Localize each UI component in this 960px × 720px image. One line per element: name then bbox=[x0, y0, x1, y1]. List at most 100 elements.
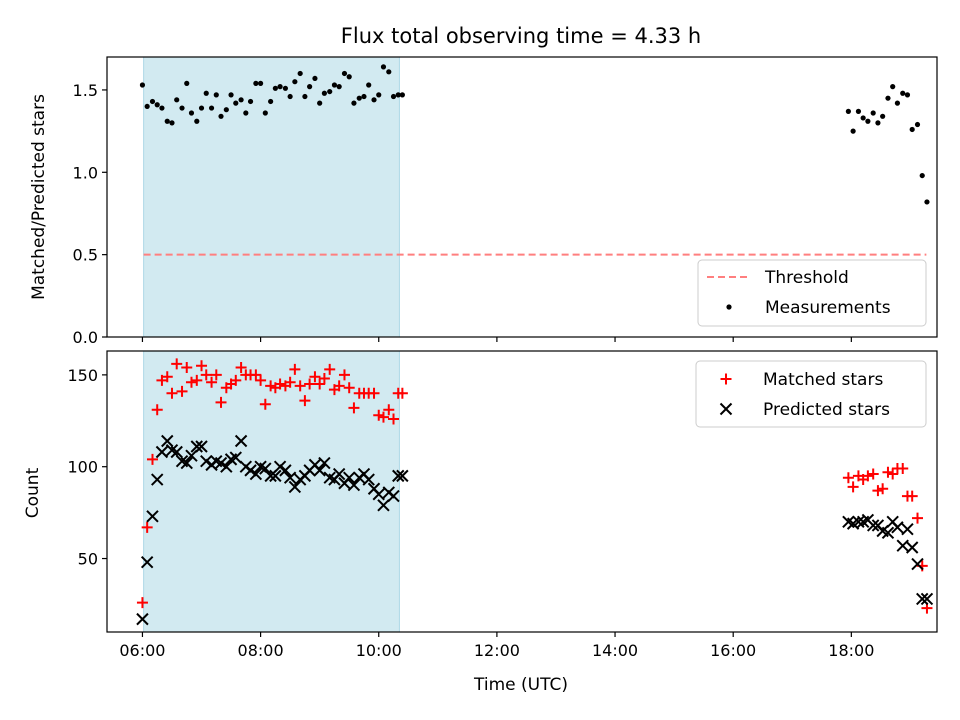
matched-star-point bbox=[912, 512, 924, 524]
predicted-star-point bbox=[896, 539, 909, 552]
predicted-star-point bbox=[200, 454, 213, 468]
legend-predicted-swatch bbox=[719, 402, 733, 416]
top-y-axis-label: Matched/Predicted stars bbox=[29, 94, 49, 300]
measurement-point bbox=[307, 84, 313, 90]
predicted-star-point bbox=[347, 478, 361, 492]
measurement-point bbox=[257, 80, 264, 86]
legend-threshold-label: Threshold bbox=[764, 268, 849, 288]
measurement-point bbox=[262, 110, 268, 116]
predicted-star-point bbox=[332, 467, 346, 481]
y-tick-label: 0.0 bbox=[73, 328, 98, 347]
matched-star-point bbox=[146, 453, 158, 465]
measurement-point bbox=[194, 118, 200, 124]
predicted-star-point bbox=[244, 464, 257, 477]
x-tick-label: 10:00 bbox=[356, 641, 402, 660]
y-tick-label: 50 bbox=[78, 550, 98, 569]
measurement-point bbox=[218, 113, 224, 119]
matched-star-point bbox=[897, 463, 909, 475]
measurement-point bbox=[376, 92, 382, 98]
matched-star-point bbox=[877, 483, 889, 495]
predicted-star-point bbox=[259, 462, 272, 475]
matched-star-point bbox=[377, 411, 389, 423]
measurement-point bbox=[855, 108, 862, 114]
matched-star-point bbox=[200, 369, 212, 381]
matched-star-point bbox=[872, 485, 884, 497]
legend-box bbox=[697, 259, 927, 327]
measurement-point bbox=[870, 110, 876, 116]
measurement-point bbox=[346, 74, 352, 80]
measurement-point bbox=[371, 97, 377, 103]
measurement-point bbox=[386, 69, 392, 75]
measurement-point bbox=[321, 90, 327, 96]
matched-star-point bbox=[383, 404, 395, 416]
predicted-star-point bbox=[342, 471, 356, 484]
measurement-point bbox=[924, 199, 930, 205]
matched-star-point bbox=[255, 374, 267, 386]
matched-star-point bbox=[324, 363, 336, 375]
predicted-star-point bbox=[170, 445, 183, 459]
x-tick-label: 14:00 bbox=[592, 641, 638, 660]
predicted-star-point bbox=[151, 473, 164, 486]
predicted-star-point bbox=[185, 449, 198, 462]
axes-frame bbox=[106, 350, 938, 633]
measurement-point bbox=[228, 92, 234, 98]
predicted-star-point bbox=[916, 592, 929, 606]
predicted-star-point bbox=[852, 515, 865, 529]
measurement-point bbox=[331, 82, 338, 88]
matched-star-point bbox=[196, 360, 208, 372]
measurement-point bbox=[904, 92, 911, 98]
matched-star-point bbox=[289, 363, 301, 375]
x-tick-label: 06:00 bbox=[119, 641, 165, 660]
predicted-star-point bbox=[249, 467, 263, 481]
measurement-point bbox=[144, 103, 150, 110]
matched-star-point bbox=[259, 398, 271, 410]
predicted-star-point bbox=[195, 440, 208, 453]
x-tick-label: 18:00 bbox=[828, 641, 874, 660]
measurement-point bbox=[243, 110, 249, 116]
predicted-star-point bbox=[155, 445, 169, 459]
matched-star-point bbox=[294, 380, 306, 392]
matched-star-point bbox=[235, 362, 247, 374]
predicted-star-point bbox=[190, 440, 204, 453]
predicted-star-point bbox=[264, 469, 277, 483]
measurement-point bbox=[356, 95, 362, 101]
matched-star-point bbox=[396, 387, 408, 399]
predicted-star-point bbox=[214, 456, 228, 470]
matched-star-point bbox=[373, 409, 385, 421]
legend-measurements-swatch bbox=[726, 304, 732, 310]
measurement-point bbox=[894, 100, 901, 106]
measurement-point bbox=[149, 98, 156, 105]
measurement-point bbox=[287, 93, 293, 100]
measurement-point bbox=[198, 105, 205, 111]
legend-matched-swatch bbox=[720, 373, 732, 385]
y-tick-label: 0.5 bbox=[73, 246, 98, 265]
matched-star-point bbox=[185, 376, 197, 388]
matched-star-point bbox=[318, 373, 330, 385]
matched-star-point bbox=[181, 362, 193, 374]
measurement-point bbox=[366, 82, 372, 88]
predicted-star-point bbox=[377, 499, 390, 512]
predicted-star-point bbox=[881, 526, 895, 540]
measurement-point bbox=[208, 105, 215, 111]
matched-star-point bbox=[141, 521, 153, 533]
predicted-star-point bbox=[313, 464, 326, 477]
measurement-point bbox=[247, 98, 254, 105]
measurement-point bbox=[179, 105, 185, 111]
measurement-point bbox=[223, 107, 229, 113]
measurement-point bbox=[169, 120, 175, 126]
predicted-star-point bbox=[180, 456, 193, 470]
measurement-point bbox=[914, 121, 921, 128]
measurement-point bbox=[390, 93, 397, 100]
matched-star-point bbox=[343, 382, 355, 394]
matched-star-point bbox=[304, 378, 316, 390]
matched-star-point bbox=[230, 374, 242, 386]
matched-star-point bbox=[284, 376, 296, 388]
bottom-panel: 50 100 150 06:00 08:00 10:00 12:00 14:00 16:00 18… bbox=[67, 350, 938, 660]
measurement-point bbox=[164, 118, 170, 124]
matched-star-point bbox=[299, 395, 311, 407]
measurement-point bbox=[336, 84, 342, 90]
predicted-star-point bbox=[866, 519, 880, 532]
predicted-star-point bbox=[372, 488, 385, 501]
matched-star-point bbox=[151, 404, 163, 416]
series-measurements bbox=[139, 64, 930, 205]
